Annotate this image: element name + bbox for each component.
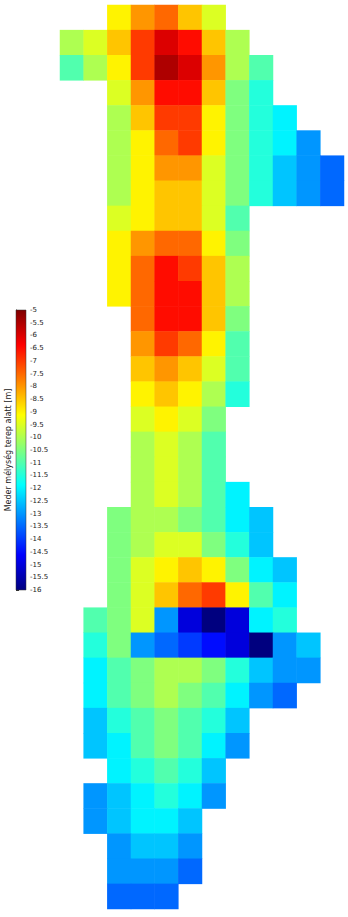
svg-text:-13.5: -13.5	[30, 522, 48, 530]
svg-text:-9: -9	[30, 408, 37, 416]
svg-text:-16: -16	[30, 586, 42, 594]
svg-text:-12.5: -12.5	[30, 497, 48, 505]
svg-text:-10.5: -10.5	[30, 446, 48, 454]
svg-text:-5.5: -5.5	[30, 319, 44, 327]
svg-text:-13: -13	[30, 510, 41, 518]
svg-text:-7.5: -7.5	[30, 370, 44, 378]
svg-text:-11.5: -11.5	[30, 471, 48, 479]
svg-text:-14.5: -14.5	[30, 548, 48, 556]
svg-text:-8.5: -8.5	[30, 395, 44, 403]
svg-text:-7: -7	[30, 357, 37, 365]
svg-text:-5: -5	[30, 306, 37, 314]
svg-text:-9.5: -9.5	[30, 421, 44, 429]
svg-text:-11: -11	[30, 459, 41, 467]
svg-text:-10: -10	[30, 433, 41, 441]
svg-text:-6.5: -6.5	[30, 344, 44, 352]
svg-text:-12: -12	[30, 484, 41, 492]
svg-text:-14: -14	[30, 535, 42, 543]
svg-text:-6: -6	[30, 331, 38, 339]
svg-text:Meder mélység terep alatt [m]: Meder mélység terep alatt [m]	[3, 389, 13, 512]
svg-text:-15.5: -15.5	[30, 573, 48, 581]
svg-text:-15: -15	[30, 561, 41, 569]
svg-text:-8: -8	[30, 382, 37, 390]
